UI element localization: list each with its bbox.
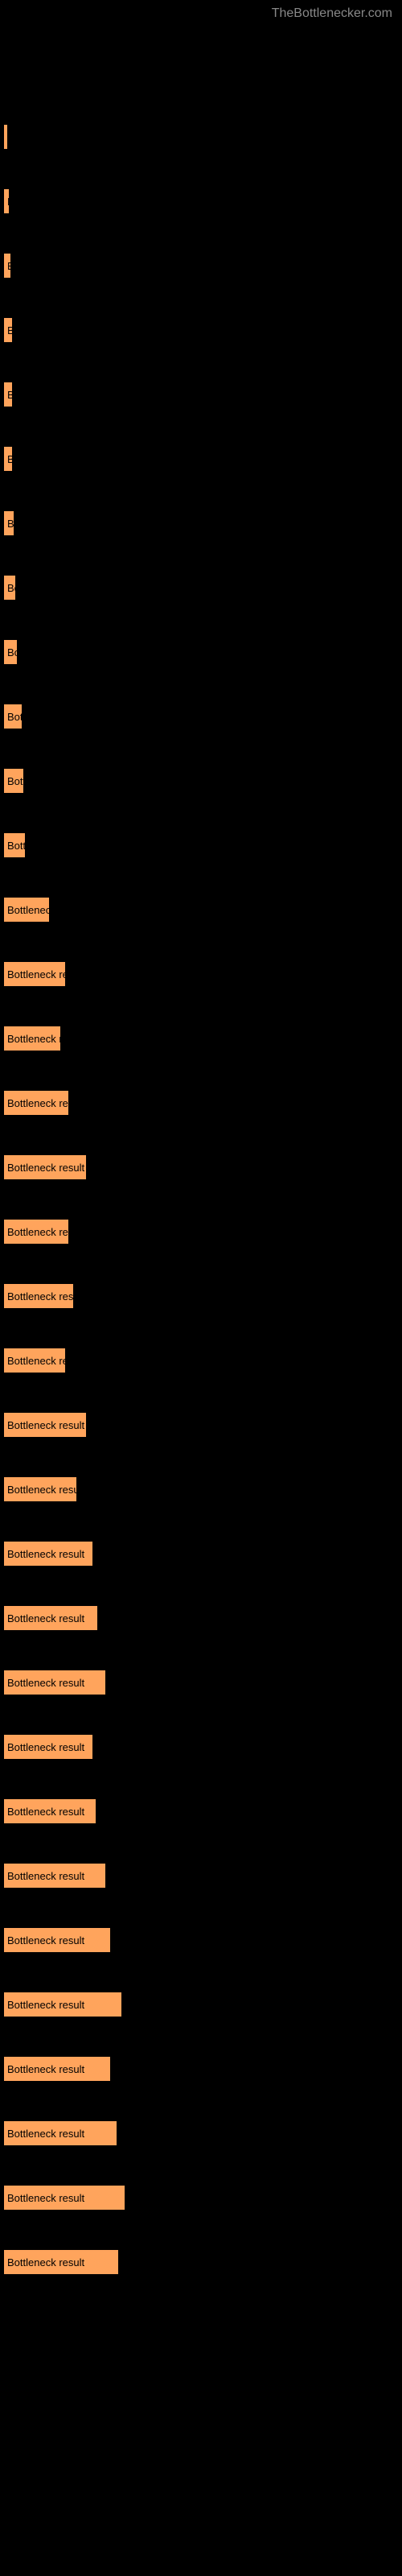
bar-row: Bottleneck result (3, 2056, 402, 2082)
bar: Bottleneck result (3, 1541, 93, 1567)
bar: Bottleneck result (3, 897, 50, 923)
bar: Bottleneck result (3, 1026, 61, 1051)
bar-row: Bottleneck result (3, 317, 402, 343)
bar: Bottleneck result (3, 639, 18, 665)
bar: Bottleneck result (3, 2249, 119, 2275)
bar-row: Bottleneck result (3, 1283, 402, 1309)
bar: Bottleneck result (3, 2185, 125, 2211)
bar-row: Bottleneck result (3, 1605, 402, 1631)
bar-row: Bottleneck result (3, 961, 402, 987)
bar: Bottleneck result (3, 575, 16, 601)
bar: Bottleneck result (3, 382, 13, 407)
bar: Bottleneck result (3, 1412, 87, 1438)
bar-row: Bottleneck result (3, 2249, 402, 2275)
bar-row: Bottleneck result (3, 1219, 402, 1245)
bar-row: Bottleneck result (3, 510, 402, 536)
site-header: TheBottlenecker.com (0, 0, 402, 27)
bar: Bottleneck result (3, 1090, 69, 1116)
bar-chart: Bottleneck result Bottleneck result Bottle… (0, 27, 402, 2330)
bar: Bottleneck result (3, 317, 13, 343)
bar-row: Bottleneck result (3, 639, 402, 665)
bar-row: Bottleneck result (3, 2120, 402, 2146)
bar: Bottleneck result (3, 961, 66, 987)
bar: Bottleneck result (3, 1992, 122, 2017)
bar: Bottleneck result (3, 1476, 77, 1502)
bar-row: Bottleneck result (3, 1798, 402, 1824)
bar: Bottleneck result (3, 1670, 106, 1695)
bar-row: Bottleneck result (3, 704, 402, 729)
bar: Bottleneck result (3, 2120, 117, 2146)
bar-row: Bottleneck result (3, 1927, 402, 1953)
bar: Bottleneck result (3, 1927, 111, 1953)
bar: Bottleneck result (3, 1734, 93, 1760)
bar-row: Bottleneck result (3, 382, 402, 407)
bar: Bottleneck result (3, 1863, 106, 1889)
bar-row: Bottleneck result (3, 1090, 402, 1116)
bar: Bottleneck result (3, 1348, 66, 1373)
bar-row: Bottleneck result (3, 575, 402, 601)
bar-row: Bottleneck result (3, 2185, 402, 2211)
bar-row: Bottleneck result (3, 897, 402, 923)
bar: Bottleneck result (3, 1154, 87, 1180)
bar-row: Bottleneck result (3, 1412, 402, 1438)
bar-row: Bottleneck result (3, 1670, 402, 1695)
bar: Bottleneck result (3, 1283, 74, 1309)
bar-row: Bottleneck result (3, 124, 402, 150)
bar-row: Bottleneck result (3, 1154, 402, 1180)
bar-row: Bottleneck result (3, 1541, 402, 1567)
bar-row: Bottleneck result (3, 1476, 402, 1502)
bar-row: Bottleneck result (3, 768, 402, 794)
bar: Bottleneck result (3, 1605, 98, 1631)
bar-row: Bottleneck result (3, 253, 402, 279)
bar-row: Bottleneck result (3, 832, 402, 858)
bar: Bottleneck result (3, 188, 10, 214)
bar: Bottleneck result (3, 1798, 96, 1824)
bar-row: Bottleneck result (3, 446, 402, 472)
bar-row: Bottleneck result (3, 1026, 402, 1051)
bar: Bottleneck result (3, 510, 14, 536)
bar-row: Bottleneck result (3, 1992, 402, 2017)
bar-row: Bottleneck result (3, 1863, 402, 1889)
bar: Bottleneck result (3, 768, 24, 794)
site-name: TheBottlenecker.com (272, 6, 392, 20)
bar: Bottleneck result (3, 2056, 111, 2082)
bar: Bottleneck result (3, 124, 8, 150)
bar: Bottleneck result (3, 1219, 69, 1245)
bar: Bottleneck result (3, 446, 13, 472)
bar: Bottleneck result (3, 704, 23, 729)
bar-row: Bottleneck result (3, 1734, 402, 1760)
bar-row: Bottleneck result (3, 1348, 402, 1373)
bar: Bottleneck result (3, 832, 26, 858)
bar-row: Bottleneck result (3, 188, 402, 214)
bar: Bottleneck result (3, 253, 11, 279)
